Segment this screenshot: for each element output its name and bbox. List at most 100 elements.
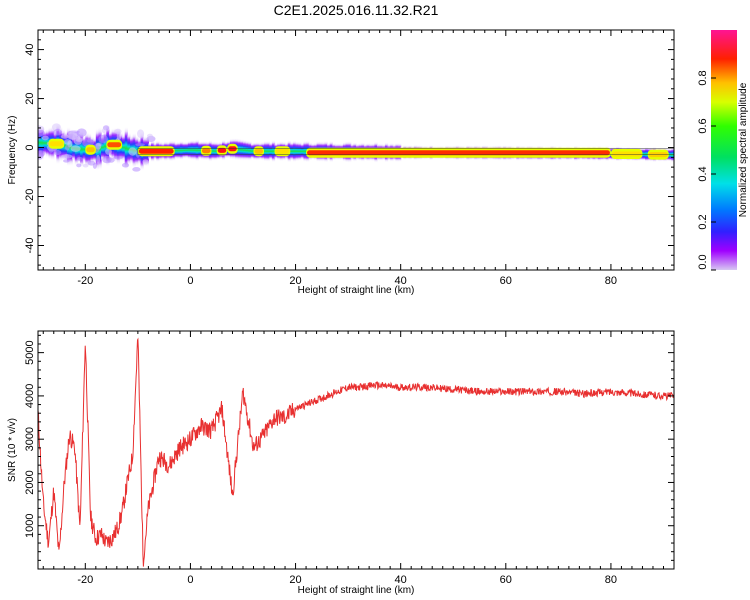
x-tick-label: 60 <box>500 574 512 586</box>
spectrogram-column <box>40 125 44 161</box>
spectrogram-column <box>266 140 270 162</box>
spectrogram-speckle <box>48 147 54 153</box>
y-tick-label: 0 <box>24 144 36 150</box>
spectrogram-y-axis-label: Frequency (Hz) <box>7 116 18 185</box>
spectrogram-speckle <box>38 129 45 137</box>
spectrogram-column <box>298 141 302 161</box>
x-tick-label: 40 <box>395 574 407 586</box>
snr-y-axis-label: SNR (10 * v/v) <box>7 418 18 482</box>
spectrogram-column <box>240 138 244 161</box>
colorbar-gradient <box>711 30 737 270</box>
y-tick-label: -20 <box>24 189 36 205</box>
spectrogram-column <box>242 139 247 161</box>
spectrogram-column <box>250 142 255 160</box>
spectrogram-column <box>182 141 186 159</box>
spectrogram-column <box>271 140 276 163</box>
spectrogram-speckle <box>86 139 94 143</box>
colorbar: 0.0 0.2 0.4 0.6 0.8 Normalized spectral ampl… <box>697 30 749 271</box>
spectrogram-core <box>275 148 290 154</box>
spectrogram-core <box>217 147 227 153</box>
spectrogram-column <box>38 125 42 160</box>
x-tick-label: 80 <box>605 275 617 287</box>
spectrogram-column <box>185 141 189 159</box>
spectrogram-column <box>303 140 307 162</box>
spectrogram-speckle <box>76 163 82 168</box>
spectrogram-column <box>292 140 297 163</box>
spectrogram-speckle <box>63 159 70 163</box>
snr-plot-area <box>38 337 674 567</box>
spectrogram-speckle <box>41 135 49 141</box>
spectrogram-speckle <box>70 145 81 152</box>
spectrogram-speckle <box>101 128 107 134</box>
spectrogram-column <box>248 140 252 161</box>
spectrogram-speckle <box>60 134 69 139</box>
chart-title: C2E1.2025.016.11.32.R21 <box>274 2 439 18</box>
spectrogram-speckle <box>113 155 124 160</box>
spectrogram-speckle <box>128 147 137 156</box>
colorbar-label: Normalized spectral amplitude <box>738 82 749 217</box>
y-tick-label: -40 <box>24 238 36 254</box>
spectrogram-core <box>138 148 174 154</box>
y-tick-label: 40 <box>24 43 36 55</box>
spectrogram-core <box>49 141 64 147</box>
spectrogram-column <box>214 141 218 161</box>
spectrogram-column <box>187 140 192 160</box>
spectrogram-speckle <box>38 150 45 157</box>
spectrogram-core <box>254 148 264 154</box>
colorbar-ticks: 0.0 0.2 0.4 0.6 0.8 <box>697 70 716 271</box>
colorbar-tick-label: 0.8 <box>697 70 709 85</box>
spectrogram-core <box>86 147 95 153</box>
y-tick-label: 3000 <box>24 427 36 451</box>
spectrogram-speckle <box>135 143 145 147</box>
spectrogram-speckle <box>121 162 130 168</box>
spectrogram-column <box>198 141 202 160</box>
spectrogram-speckle <box>60 154 73 159</box>
spectrogram-column <box>211 141 215 161</box>
spectrogram-speckle <box>137 129 145 139</box>
spectrogram-column <box>82 135 86 164</box>
spectrogram-column <box>127 132 131 166</box>
y-tick-label: 5000 <box>24 340 36 364</box>
spectrogram-speckle <box>53 150 62 156</box>
spectrogram-column <box>300 142 305 160</box>
spectrogram-core <box>611 151 642 157</box>
x-tick-label: -20 <box>77 574 93 586</box>
x-tick-label: 0 <box>187 275 193 287</box>
spectrogram-speckle <box>64 144 70 151</box>
y-tick-label: 4000 <box>24 384 36 408</box>
x-tick-label: 20 <box>289 275 301 287</box>
snr-y-ticks: 1000 2000 3000 4000 5000 <box>24 334 674 561</box>
spectrogram-speckle <box>73 137 83 145</box>
spectrogram-speckle <box>132 167 141 172</box>
spectrogram-speckle <box>53 128 62 136</box>
spectrogram-column <box>193 139 197 161</box>
y-tick-label: 20 <box>24 92 36 104</box>
spectrogram-speckle <box>67 131 78 140</box>
spectrogram-column <box>80 130 84 168</box>
spectrogram-y-ticks: -40 -20 0 20 40 <box>24 29 674 266</box>
spectrogram-speckle <box>98 134 108 144</box>
spectrogram-column <box>290 141 294 161</box>
snr-x-ticks: -20 0 20 40 60 80 <box>42 331 675 586</box>
spectrogram-column <box>174 141 178 160</box>
spectrogram-x-axis-label: Height of straight line (km) <box>298 285 415 296</box>
x-tick-label: 80 <box>605 574 617 586</box>
x-tick-label: 0 <box>187 574 193 586</box>
spectrogram-speckle <box>114 128 122 135</box>
y-tick-label: 1000 <box>24 513 36 537</box>
spectrogram-frame <box>37 29 675 271</box>
colorbar-tick-label: 0.2 <box>697 214 709 229</box>
spectrogram-speckle <box>142 159 149 165</box>
spectrogram-column <box>195 139 199 162</box>
spectrogram-speckle <box>82 163 89 168</box>
snr-panel: -20 0 20 40 60 80 1000 2000 3000 4000 5000 Height… <box>7 330 675 596</box>
spectrogram-column <box>103 129 107 164</box>
spectrogram-speckle <box>107 157 115 163</box>
spectrogram-column <box>295 141 299 162</box>
spectrogram-core <box>201 148 211 154</box>
colorbar-tick-label: 0.6 <box>697 118 709 133</box>
spectrogram-column <box>237 138 241 161</box>
snr-series-line <box>38 337 674 567</box>
x-tick-label: 60 <box>500 275 512 287</box>
spectrogram-column <box>177 141 181 160</box>
